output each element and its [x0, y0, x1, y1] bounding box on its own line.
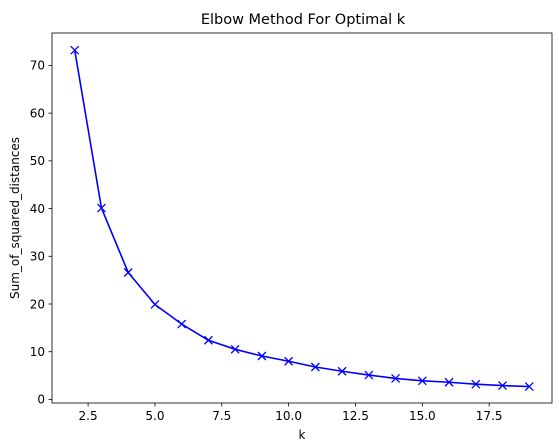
data-point-marker [444, 377, 454, 387]
y-tick-label: 50 [30, 154, 45, 168]
x-tick-label: 10.0 [275, 409, 302, 423]
y-axis-title: Sum_of_squared_distances [8, 137, 22, 299]
y-tick-label: 0 [37, 393, 45, 407]
plot-frame [51, 32, 553, 404]
data-point-marker [417, 376, 427, 386]
data-point-marker [337, 366, 347, 376]
data-point-marker [177, 319, 187, 329]
data-point-marker [257, 351, 267, 361]
series-layer [70, 45, 534, 391]
x-tick-label: 15.0 [409, 409, 436, 423]
axis-ticks: 2.5 5.0 7.5 10.0 12.5 15.0 17.5 0 10 20 30 40 50 60 70 [30, 59, 503, 423]
data-point-marker [498, 381, 507, 391]
data-point-marker [284, 356, 294, 366]
y-tick-label: 30 [30, 250, 45, 264]
y-tick-label: 20 [30, 297, 45, 311]
data-point-marker [70, 45, 80, 55]
x-tick-label: 17.5 [476, 409, 503, 423]
data-point-marker [97, 203, 106, 213]
plot-area [52, 33, 552, 403]
x-tick-label: 7.5 [212, 409, 231, 423]
y-tick-label: 10 [30, 345, 45, 359]
x-axis-title: k [299, 428, 306, 442]
y-tick-label: 70 [30, 59, 45, 73]
data-point-marker [203, 335, 213, 345]
data-point-marker [364, 370, 374, 380]
chart-title: Elbow Method For Optimal k [201, 12, 406, 28]
x-tick-label: 12.5 [342, 409, 369, 423]
data-point-marker [471, 379, 481, 389]
y-tick-label: 40 [30, 202, 45, 216]
data-point-marker [150, 300, 160, 309]
data-point-marker [230, 344, 240, 354]
series-line [73, 50, 530, 388]
x-tick-label: 2.5 [79, 409, 98, 423]
data-point-marker [524, 382, 534, 391]
data-point-marker [391, 373, 401, 383]
y-tick-label: 60 [30, 106, 45, 120]
data-point-marker [123, 268, 133, 277]
data-point-marker [310, 362, 320, 372]
x-tick-label: 5.0 [145, 409, 164, 423]
